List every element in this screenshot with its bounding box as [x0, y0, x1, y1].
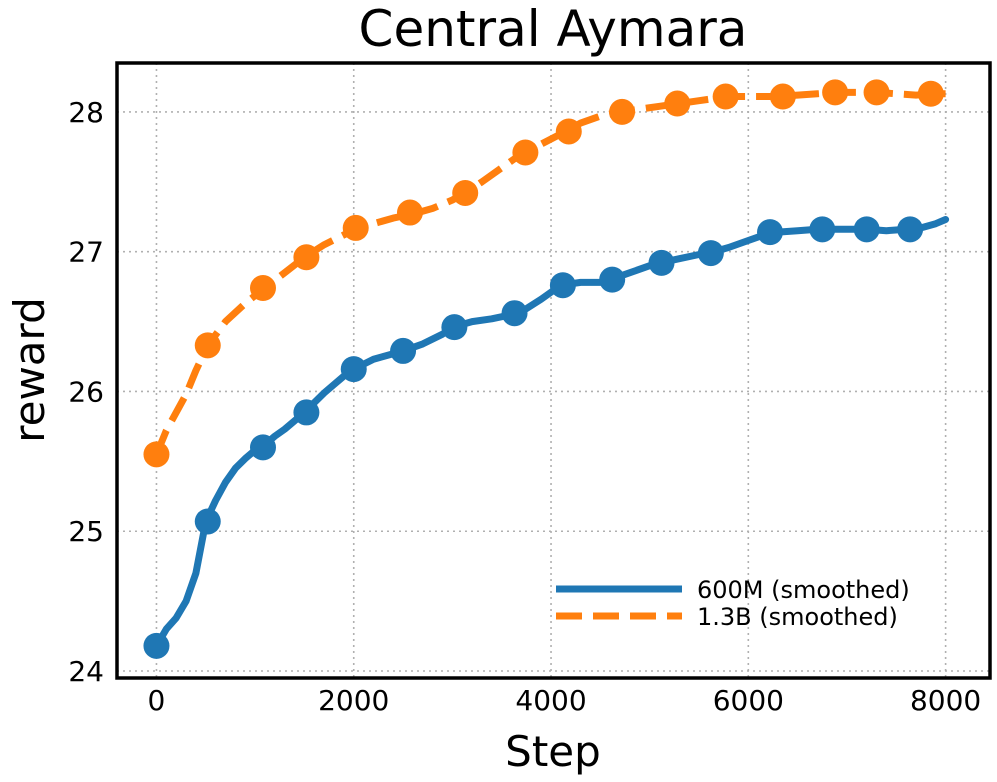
- data-point-marker: [342, 214, 369, 241]
- data-point-marker: [194, 332, 221, 359]
- data-point-marker: [396, 199, 423, 226]
- y-tick-label: 24: [68, 655, 104, 688]
- plot-frame: [115, 61, 992, 680]
- data-point-marker: [853, 216, 880, 243]
- data-point-marker: [501, 300, 528, 327]
- x-tick-label: 4000: [515, 684, 586, 717]
- y-axis-label: reward: [5, 297, 54, 442]
- data-point-marker: [697, 240, 724, 267]
- legend-label: 600M (smoothed): [697, 576, 910, 604]
- series-line: [153, 216, 950, 650]
- data-point-marker: [897, 216, 924, 243]
- x-tick-label: 0: [148, 684, 166, 717]
- y-tick-label: 25: [68, 515, 104, 548]
- data-point-marker: [441, 314, 468, 341]
- data-point-marker: [293, 399, 320, 426]
- data-point-marker: [664, 90, 691, 117]
- data-point-marker: [822, 79, 849, 106]
- data-point-marker: [609, 98, 636, 125]
- data-point-marker: [917, 80, 944, 107]
- x-axis-label: Step: [505, 727, 601, 776]
- y-tick-label: 26: [68, 375, 104, 408]
- data-point-marker: [769, 83, 796, 110]
- data-point-marker: [599, 266, 626, 293]
- data-point-marker: [194, 508, 221, 535]
- data-point-marker: [143, 441, 170, 468]
- data-point-marker: [863, 79, 890, 106]
- data-point-marker: [249, 275, 276, 302]
- data-point-marker: [293, 244, 320, 271]
- x-tick-label: 6000: [713, 684, 784, 717]
- data-point-marker: [390, 337, 417, 364]
- series-1: [143, 216, 950, 659]
- legend-label: 1.3B (smoothed): [697, 603, 898, 631]
- data-point-marker: [555, 118, 582, 145]
- data-point-marker: [712, 83, 739, 110]
- chart-title: Central Aymara: [359, 0, 748, 58]
- data-point-marker: [809, 216, 836, 243]
- data-point-marker: [249, 434, 276, 461]
- legend: 600M (smoothed)1.3B (smoothed): [556, 576, 910, 631]
- x-tick-label: 2000: [318, 684, 389, 717]
- series-lines: [143, 79, 950, 659]
- axis-ticks: 0 2000 4000 6000 8000 24 25 26 27 28: [68, 96, 981, 717]
- data-point-marker: [143, 632, 170, 659]
- data-point-marker: [452, 179, 479, 206]
- x-tick-label: 8000: [910, 684, 981, 717]
- data-point-marker: [648, 249, 675, 276]
- data-point-marker: [549, 272, 576, 299]
- y-tick-label: 28: [68, 96, 104, 129]
- data-point-marker: [340, 356, 367, 383]
- data-point-marker: [757, 219, 784, 246]
- y-tick-label: 27: [68, 236, 104, 269]
- data-point-marker: [512, 139, 539, 166]
- series-2: [143, 79, 946, 468]
